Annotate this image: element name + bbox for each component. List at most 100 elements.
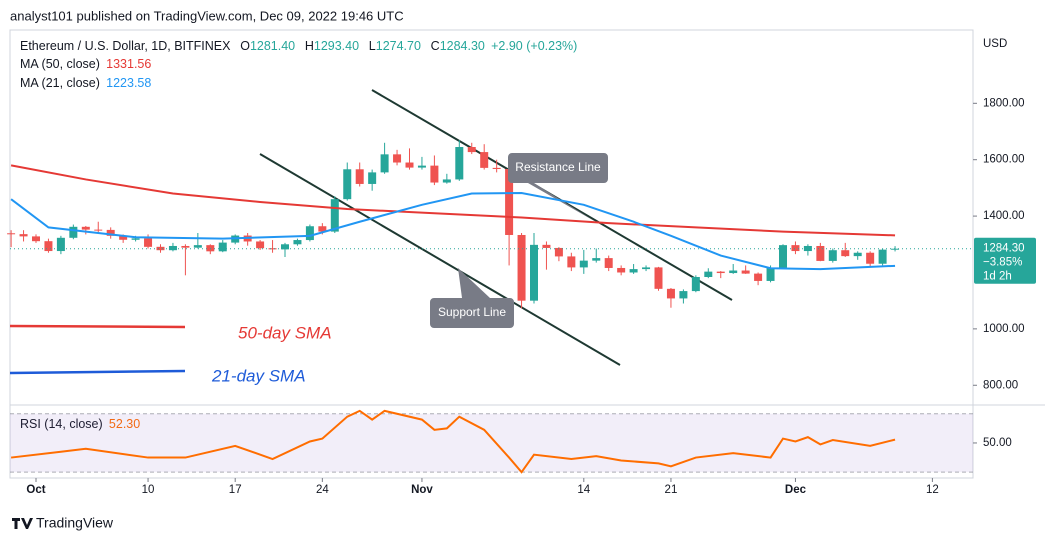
candle-body xyxy=(704,271,713,277)
candle-body xyxy=(517,234,526,301)
legend-key: O xyxy=(230,39,250,53)
candle-body xyxy=(32,236,40,242)
legend-title: Ethereum / U.S. Dollar, 1D, BITFINEX xyxy=(20,39,231,53)
rsi-y-tick-label: 50.00 xyxy=(983,437,1012,449)
axis-label: USD xyxy=(983,38,1007,50)
annotation: 21-day SMA xyxy=(211,366,306,385)
candle-body xyxy=(144,238,153,247)
x-tick-label: 10 xyxy=(142,484,155,496)
candle-body xyxy=(691,276,700,292)
candle-body xyxy=(94,229,103,231)
candle-body xyxy=(156,246,165,251)
legend-value: 1223.58 xyxy=(106,76,151,90)
x-tick-label: 24 xyxy=(316,484,329,496)
candle-body xyxy=(654,267,663,289)
candle-body xyxy=(268,248,277,250)
candle-body xyxy=(666,288,675,299)
x-tick-label: Oct xyxy=(26,484,45,496)
candle-body xyxy=(853,252,862,257)
footer-logo: TradingView xyxy=(12,515,114,531)
y-tick-label: 800.00 xyxy=(983,379,1018,391)
footer: TradingView xyxy=(36,515,114,531)
legend-key: L xyxy=(359,39,376,53)
support-trendline xyxy=(259,153,621,366)
candle-body xyxy=(803,245,812,252)
rsi-legend: RSI (14, close) 52.30 xyxy=(20,417,140,431)
legend-row: Ethereum / U.S. Dollar, 1D, BITFINEX O12… xyxy=(20,39,577,53)
candle-body xyxy=(455,147,464,180)
candle-body xyxy=(81,226,90,230)
candle-body xyxy=(417,165,426,168)
candle-body xyxy=(480,152,489,168)
candle-body xyxy=(69,226,78,238)
candle-body xyxy=(754,273,763,281)
candle-body xyxy=(119,235,128,240)
candle-body xyxy=(505,169,514,235)
candle-body xyxy=(679,291,688,299)
x-tick-label: Dec xyxy=(785,484,807,496)
candle-body xyxy=(791,245,800,252)
candle-body xyxy=(567,256,576,268)
moving-average-line xyxy=(10,164,896,237)
legend-value: 1281.40 xyxy=(250,39,295,53)
legend-name: MA (50, close) xyxy=(20,57,100,71)
legend-key: H xyxy=(295,39,314,53)
x-tick-label: Nov xyxy=(411,484,433,496)
candle-body xyxy=(293,240,302,245)
legend-value: 1293.40 xyxy=(314,39,359,53)
sma21-sample-line xyxy=(9,369,186,375)
candle-body xyxy=(131,238,140,240)
y-tick-label: 1000.00 xyxy=(983,323,1025,335)
candle-body xyxy=(405,162,414,168)
candle-body xyxy=(218,242,227,252)
legend-row: MA (50, close) 1331.56 xyxy=(20,57,151,71)
candle-body xyxy=(467,147,476,153)
candle-body xyxy=(866,252,875,264)
legend-name: MA (21, close) xyxy=(20,76,100,90)
y-tick-label: 1600.00 xyxy=(983,154,1025,166)
legend-row: MA (21, close) 1223.58 xyxy=(20,76,151,90)
rsi-band xyxy=(10,413,973,473)
candle-body xyxy=(380,154,389,173)
countdown-label: 1d 2h xyxy=(983,271,1012,283)
candle-body xyxy=(106,229,115,236)
candle-body xyxy=(281,244,289,250)
candle-body xyxy=(492,167,501,170)
candle-body xyxy=(878,249,887,264)
candle-body xyxy=(355,169,364,184)
candle-body xyxy=(305,226,314,241)
candle-body xyxy=(542,244,551,248)
legend-name: RSI (14, close) xyxy=(20,417,103,431)
candle-body xyxy=(56,237,65,252)
candle-body xyxy=(828,250,837,261)
legend-change: +2.90 (+0.23%) xyxy=(491,39,577,53)
candle-body xyxy=(629,269,638,273)
candle-body xyxy=(741,270,750,274)
candle-body xyxy=(604,258,613,268)
candle-body xyxy=(766,267,775,281)
legend-value: 52.30 xyxy=(109,417,140,431)
x-tick-label: 17 xyxy=(229,484,242,496)
candle-body xyxy=(44,241,53,252)
moving-average-line xyxy=(10,191,896,271)
candle-body xyxy=(343,169,352,200)
candle-body xyxy=(330,199,339,232)
candle-body xyxy=(617,267,626,273)
candle-body xyxy=(779,245,787,268)
annotation: Resistance Line xyxy=(515,160,601,174)
candle-body xyxy=(193,245,202,248)
annotation: Support Line xyxy=(438,305,506,319)
candle-body xyxy=(891,248,900,250)
y-tick-label: 1800.00 xyxy=(983,97,1025,109)
candle-body xyxy=(256,241,265,249)
candle-body xyxy=(642,267,651,270)
price-change-label: −3.85% xyxy=(983,257,1022,269)
price-label-box xyxy=(974,237,1036,284)
legend-value: 1284.30 xyxy=(440,39,485,53)
candle-body xyxy=(579,260,588,268)
candle-body xyxy=(168,245,177,251)
candle-body xyxy=(430,165,439,183)
candle-body xyxy=(729,270,738,274)
candle-body xyxy=(554,247,563,257)
